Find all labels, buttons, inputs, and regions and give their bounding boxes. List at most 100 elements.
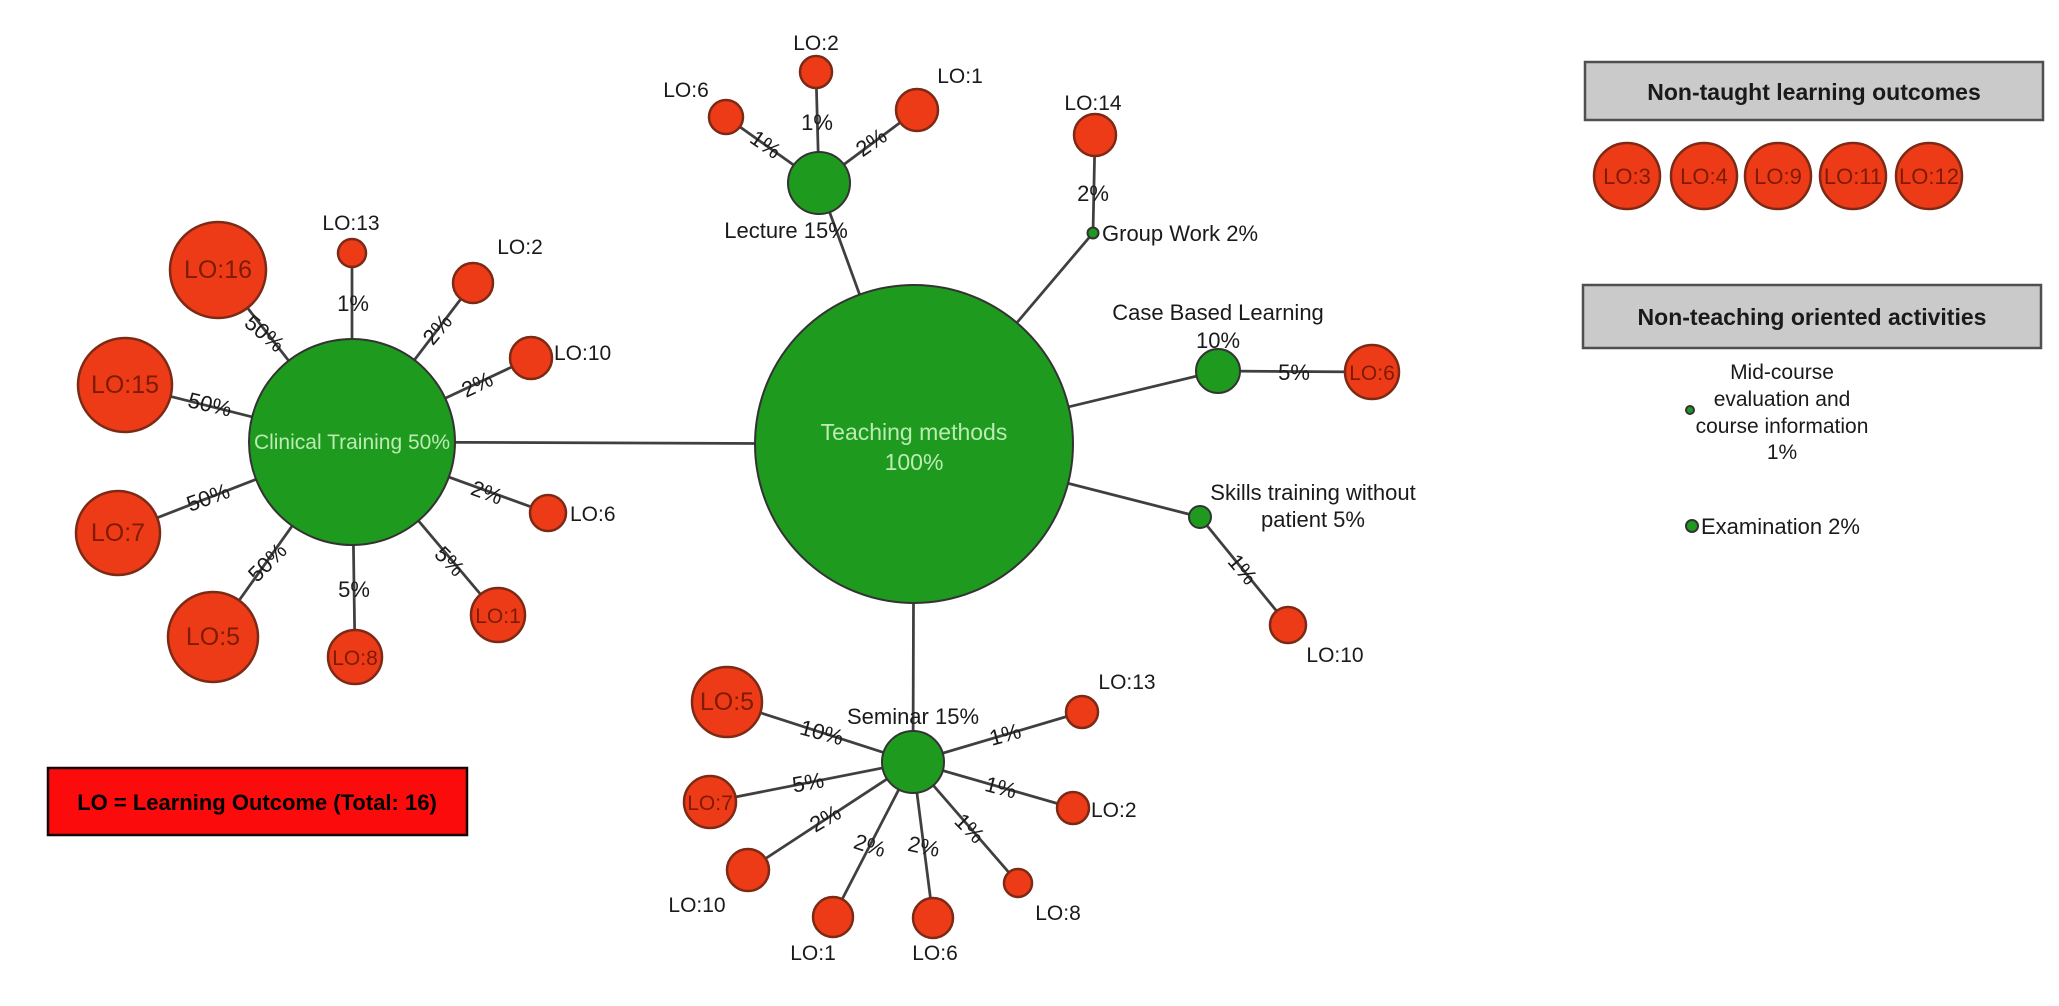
teaching-methods-label-line1: Teaching methods [821, 419, 1008, 445]
case-based-learning-label-line2: 10% [1196, 328, 1240, 353]
lecture-lo6-label: LO:6 [663, 79, 709, 102]
nontaught-lo3-label: LO:3 [1603, 164, 1651, 189]
seminar-lo6-node [911, 896, 955, 940]
non-teaching-header-title: Non-teaching oriented activities [1638, 304, 1987, 330]
lecture-node [787, 151, 851, 215]
non-teaching-header-box [1581, 283, 2043, 350]
seminar-lo2-label: LO:2 [1091, 799, 1137, 822]
seminar-lo5-node [690, 665, 764, 739]
mid-course-evaluation-label-line2: evaluation and [1714, 388, 1851, 411]
lecture-lo2-label: LO:2 [793, 32, 839, 55]
nontaught-lo12-node [1894, 141, 1964, 211]
lecture-lo6-node [707, 98, 745, 136]
outcome-labels: LO:13 LO:2 LO:10 LO:6 LO:1 LO:8 LO:5 LO:… [91, 32, 1395, 965]
weight-seminar-lo6: 2% [906, 831, 942, 862]
clinical-lo8-label: LO:8 [332, 647, 378, 670]
weight-casebased-lo6: 5% [1278, 360, 1310, 385]
weight-skills-lo10: 1% [1223, 549, 1263, 589]
clinical-lo13-label: LO:13 [322, 212, 379, 235]
examination-dot [1685, 519, 1699, 533]
skills-lo10-label: LO:10 [1306, 644, 1363, 667]
seminar-lo13-node [1064, 694, 1100, 730]
clinical-lo5-node [166, 590, 260, 684]
nontaught-lo3-node [1592, 141, 1662, 211]
lecture-label: Lecture 15% [724, 218, 848, 243]
seminar-lo10-node [725, 847, 771, 893]
non-taught-header-title: Non-taught learning outcomes [1647, 79, 1981, 105]
legend-box [46, 766, 469, 837]
weight-clinical-lo5: 50% [243, 538, 292, 587]
weight-seminar-lo13: 1% [987, 718, 1024, 750]
edge-seminar-lo7 [709, 760, 914, 804]
seminar-lo10-label: LO:10 [668, 894, 725, 917]
casebased-lo6-label: LO:6 [1349, 362, 1395, 385]
clinical-lo8-node [326, 628, 384, 686]
edge-skills-lo10 [1198, 516, 1290, 626]
weight-clinical-lo10: 2% [458, 366, 497, 402]
seminar-lo2-node [1055, 790, 1091, 826]
weight-seminar-lo2: 1% [982, 771, 1019, 803]
clinical-lo1-node [469, 586, 527, 644]
weight-seminar-lo10: 2% [805, 800, 845, 838]
group-work-node [1086, 226, 1100, 240]
seminar-lo8-label: LO:8 [1035, 902, 1081, 925]
seminar-lo7-label: LO:7 [687, 792, 733, 815]
lecture-lo1-label: LO:1 [937, 65, 983, 88]
skills-training-node [1188, 505, 1212, 529]
weight-clinical-lo6: 2% [468, 475, 506, 509]
weight-seminar-lo1: 2% [851, 829, 889, 863]
seminar-lo7-node [682, 774, 738, 830]
weight-seminar-lo7: 5% [790, 767, 826, 797]
weight-groupwork-lo14: 2% [1077, 181, 1109, 206]
legend-text: LO = Learning Outcome (Total: 16) [77, 790, 437, 815]
outcome-nodes [74, 54, 1964, 940]
edge-seminar-lo10 [747, 760, 914, 872]
skills-training-label-line1: Skills training without [1210, 480, 1415, 505]
groupwork-lo14-label: LO:14 [1064, 92, 1122, 115]
weight-lecture-lo2: 1% [801, 110, 833, 135]
lecture-lo2-node [798, 54, 834, 90]
seminar-lo6-label: LO:6 [912, 942, 958, 965]
skills-lo10-node [1268, 605, 1308, 645]
weight-clinical-lo16: 50% [240, 310, 290, 357]
nontaught-lo11-node [1818, 141, 1888, 211]
clinical-lo6-node [528, 493, 568, 533]
teaching-methods-node [754, 284, 1074, 604]
nontaught-lo4-node [1669, 141, 1739, 211]
mid-course-evaluation-label-line1: Mid-course [1730, 361, 1834, 384]
mid-course-evaluation-label-line3: course information [1696, 415, 1869, 438]
case-based-learning-label-line1: Case Based Learning [1112, 300, 1324, 325]
nontaught-lo11-label: LO:11 [1824, 164, 1882, 189]
clinical-lo5-label: LO:5 [186, 623, 240, 651]
method-labels: Teaching methods 100% Clinical Training … [254, 218, 1416, 729]
nontaught-lo9-label: LO:9 [1754, 164, 1802, 189]
weight-clinical-lo8: 5% [338, 577, 370, 602]
clinical-lo1-label: LO:1 [475, 605, 521, 628]
seminar-label: Seminar 15% [847, 704, 979, 729]
clinical-lo2-label: LO:2 [497, 236, 543, 259]
group-work-label: Group Work 2% [1102, 221, 1258, 246]
examination-label: Examination 2% [1701, 514, 1860, 539]
weight-clinical-lo7: 50% [183, 478, 233, 517]
teaching-methods-label-line2: 100% [885, 449, 944, 475]
clinical-lo6-label: LO:6 [570, 503, 616, 526]
clinical-lo16-node [168, 220, 268, 320]
weight-clinical-lo15: 50% [186, 387, 235, 421]
seminar-node [881, 730, 945, 794]
weight-lecture-lo6: 1% [746, 125, 786, 164]
clinical-lo2-node [451, 261, 495, 305]
groupwork-lo14-node [1072, 112, 1118, 158]
seminar-lo1-node [811, 895, 855, 939]
clinical-training-node [248, 338, 456, 546]
weight-clinical-lo2: 2% [418, 309, 458, 349]
clinical-lo10-node [508, 335, 554, 381]
nontaught-lo12-label: LO:12 [1899, 164, 1959, 189]
legend: LO = Learning Outcome (Total: 16) [46, 766, 469, 837]
non-teaching-panel: Non-teaching oriented activities Mid-cou… [1581, 283, 2043, 539]
weight-seminar-lo5: 10% [797, 715, 846, 751]
weight-clinical-lo13: 1% [337, 291, 369, 316]
seminar-lo13-label: LO:13 [1098, 671, 1155, 694]
clinical-lo16-label: LO:16 [184, 256, 252, 284]
